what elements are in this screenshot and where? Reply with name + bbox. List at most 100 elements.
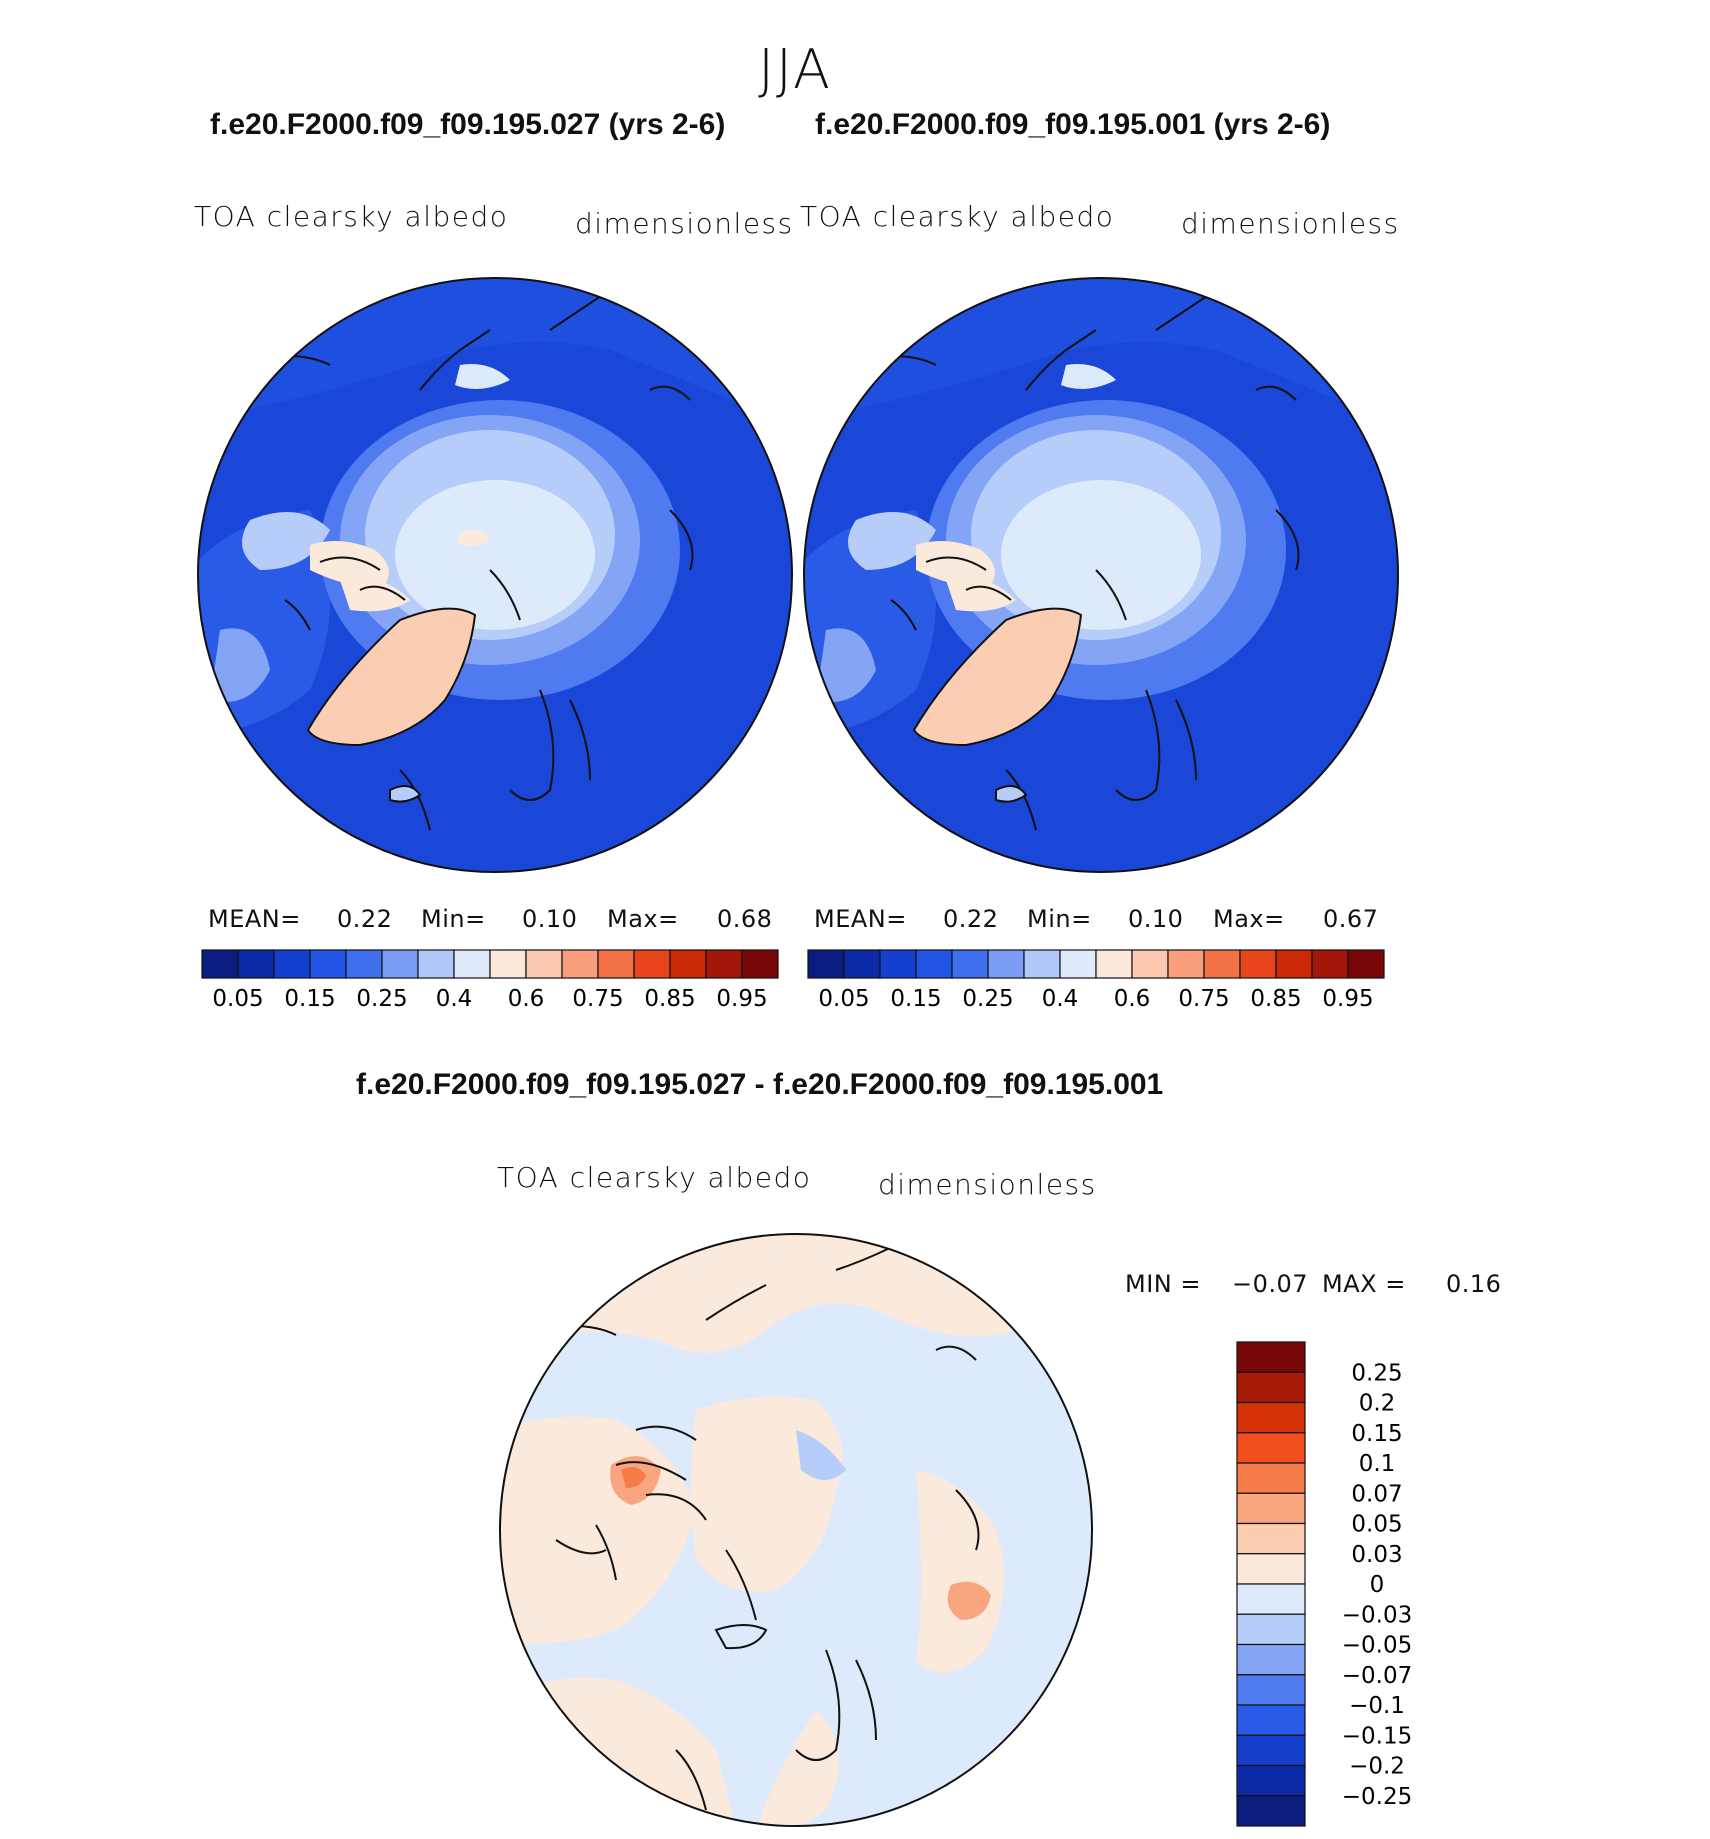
colorbar-tick-label: −0.1 xyxy=(1349,1693,1405,1719)
colorbar-swatch xyxy=(1236,1764,1306,1797)
control-units-label: dimensionless xyxy=(1181,207,1400,240)
colorbar-tick-label: 0.75 xyxy=(1178,986,1229,1012)
control-max-value: 0.67 xyxy=(1323,905,1379,933)
colorbar-swatch xyxy=(705,949,743,979)
colorbar-tick-label: 0.95 xyxy=(716,986,767,1012)
colorbar-tick-label: 0.85 xyxy=(644,986,695,1012)
colorbar-swatch xyxy=(1236,1432,1306,1464)
difference-max-label: MAX = xyxy=(1322,1270,1406,1298)
difference-min-value: −0.07 xyxy=(1232,1270,1309,1298)
colorbar-swatch xyxy=(525,949,563,979)
colorbar-tick-label: 0 xyxy=(1370,1572,1385,1598)
colorbar-tick-label: 0.15 xyxy=(1351,1421,1402,1447)
control-field-label: TOA clearsky albedo xyxy=(800,200,1115,233)
colorbar-swatch xyxy=(273,949,311,979)
colorbar-swatch xyxy=(345,949,383,979)
colorbar-tick-label: 0.05 xyxy=(212,986,263,1012)
colorbar-swatch xyxy=(1095,949,1133,979)
colorbar-tick-label: 0.1 xyxy=(1359,1451,1396,1477)
control-mean-value: 0.22 xyxy=(943,905,999,933)
colorbar-swatch xyxy=(843,949,881,979)
case-max-value: 0.68 xyxy=(717,905,773,933)
colorbar-tick-label: 0.05 xyxy=(818,986,869,1012)
colorbar-tick-label: 0.95 xyxy=(1322,986,1373,1012)
colorbar-tick-label: 0.07 xyxy=(1351,1481,1402,1507)
colorbar-swatch xyxy=(1236,1643,1306,1676)
case-min-value: 0.10 xyxy=(522,905,578,933)
colorbar-swatch xyxy=(1239,949,1277,979)
colorbar-tick-label: 0.85 xyxy=(1250,986,1301,1012)
colorbar-tick-label: −0.05 xyxy=(1342,1633,1412,1659)
colorbar-swatch xyxy=(1236,1522,1306,1555)
control-panel-title: f.e20.F2000.f09_f09.195.001 (yrs 2-6) xyxy=(815,108,1331,141)
colorbar-tick-label: −0.15 xyxy=(1342,1723,1412,1749)
colorbar-swatch xyxy=(1236,1704,1306,1736)
colorbar-swatch xyxy=(633,949,671,979)
difference-field-label: TOA clearsky albedo xyxy=(497,1161,812,1194)
difference-min-label: MIN = xyxy=(1125,1270,1201,1298)
colorbar-swatch xyxy=(669,949,707,979)
colorbar-tick-label: 0.03 xyxy=(1351,1542,1402,1568)
difference-panel-title: f.e20.F2000.f09_f09.195.027 - f.e20.F200… xyxy=(356,1068,1164,1101)
colorbar-swatch xyxy=(1236,1674,1306,1706)
colorbar-swatch xyxy=(309,949,347,979)
colorbar-tick-label: 0.25 xyxy=(962,986,1013,1012)
case-max-label: Max= xyxy=(607,905,679,933)
case-mean-label: MEAN= xyxy=(208,905,301,933)
case-units-label: dimensionless xyxy=(575,207,794,240)
colorbar-swatch xyxy=(201,949,239,979)
colorbar-swatch xyxy=(1311,949,1349,979)
colorbar-swatch xyxy=(237,949,275,979)
control-min-label: Min= xyxy=(1027,905,1092,933)
colorbar-swatch xyxy=(1059,949,1097,979)
colorbar-tick-label: 0.75 xyxy=(572,986,623,1012)
colorbar-swatch xyxy=(1236,1583,1306,1615)
colorbar-tick-label: −0.25 xyxy=(1342,1784,1412,1810)
colorbar-swatch xyxy=(807,949,845,979)
colorbar-swatch xyxy=(1236,1492,1306,1525)
colorbar-swatch xyxy=(1236,1553,1306,1585)
difference-map xyxy=(499,1233,1093,1827)
colorbar-swatch xyxy=(1236,1371,1306,1404)
case-panel-title: f.e20.F2000.f09_f09.195.027 (yrs 2-6) xyxy=(210,108,726,141)
difference-max-value: 0.16 xyxy=(1446,1270,1502,1298)
colorbar-swatch xyxy=(1131,949,1169,979)
control-map xyxy=(803,277,1399,873)
control-mean-label: MEAN= xyxy=(814,905,907,933)
colorbar-tick-label: 0.4 xyxy=(1042,986,1079,1012)
colorbar-swatch xyxy=(453,949,491,979)
difference-colorbar: 0.25 0.2 0.15 0.1 0.07 0.05 0.03 0 −0.03 −0.05 −0.… xyxy=(1236,1341,1412,1827)
control-max-label: Max= xyxy=(1213,905,1285,933)
case-field-label: TOA clearsky albedo xyxy=(194,200,509,233)
colorbar-tick-label: −0.2 xyxy=(1349,1754,1405,1780)
colorbar-swatch xyxy=(1236,1795,1306,1827)
colorbar-tick-label: 0.15 xyxy=(890,986,941,1012)
colorbar-swatch xyxy=(1236,1613,1306,1646)
case-mean-value: 0.22 xyxy=(337,905,393,933)
colorbar-tick-label: 0.2 xyxy=(1359,1391,1396,1417)
colorbar-swatch xyxy=(1203,949,1241,979)
case-min-label: Min= xyxy=(421,905,486,933)
colorbar-swatch xyxy=(1236,1401,1306,1434)
colorbar-swatch xyxy=(1023,949,1061,979)
case-map xyxy=(197,277,793,873)
colorbar-swatch xyxy=(915,949,953,979)
colorbar-swatch xyxy=(417,949,455,979)
colorbar-swatch xyxy=(1236,1734,1306,1767)
colorbar-swatch xyxy=(1347,949,1385,979)
colorbar-tick-label: −0.03 xyxy=(1342,1602,1412,1628)
colorbar-swatch xyxy=(1275,949,1313,979)
colorbar-swatch xyxy=(1167,949,1205,979)
colorbar-tick-label: 0.4 xyxy=(436,986,473,1012)
colorbar-swatch xyxy=(1236,1462,1306,1494)
colorbar-swatch xyxy=(951,949,989,979)
season-title: JJA xyxy=(758,38,832,101)
control-colorbar: 0.05 0.15 0.25 0.4 0.6 0.75 0.85 0.95 xyxy=(807,949,1385,1012)
colorbar-swatch xyxy=(879,949,917,979)
colorbar-swatch xyxy=(1236,1341,1306,1373)
colorbar-tick-label: 0.05 xyxy=(1351,1512,1402,1538)
colorbar-swatch xyxy=(597,949,635,979)
colorbar-swatch xyxy=(561,949,599,979)
colorbar-tick-label: −0.07 xyxy=(1342,1663,1412,1689)
difference-units-label: dimensionless xyxy=(878,1168,1097,1201)
